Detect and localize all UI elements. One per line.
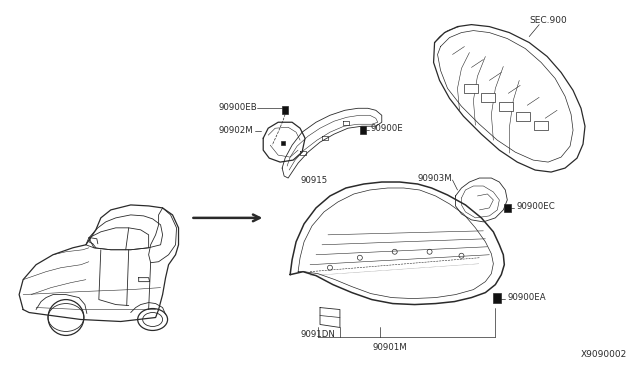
Text: 9091DN: 9091DN [300,330,335,339]
Bar [516,112,530,121]
Text: X9090002: X9090002 [580,350,627,359]
Text: 90900EA: 90900EA [508,293,546,302]
Text: 90903M: 90903M [418,173,452,183]
Bar [282,106,288,114]
Text: 90901M: 90901M [372,343,407,352]
Bar [504,204,511,212]
Bar [493,293,501,302]
Text: 90900EC: 90900EC [516,202,555,211]
Bar [481,93,495,102]
Bar [281,141,285,145]
Text: 90900E: 90900E [371,124,404,133]
Text: 90900EB: 90900EB [218,103,257,112]
Text: 90915: 90915 [300,176,327,185]
Bar [499,102,513,111]
Text: 90902M: 90902M [218,126,253,135]
Bar [360,126,366,134]
Text: SEC.900: SEC.900 [529,16,567,25]
Bar [465,84,479,93]
Bar [534,121,548,130]
